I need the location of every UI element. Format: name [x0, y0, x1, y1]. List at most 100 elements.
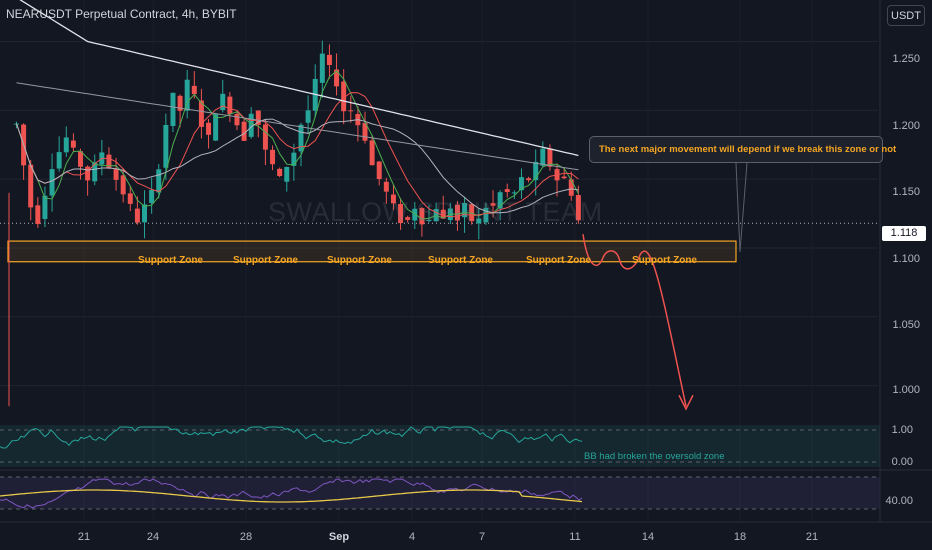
time-axis-label: 24 — [146, 531, 160, 543]
indicator1-line — [0, 426, 583, 449]
candle-body — [511, 192, 517, 194]
candle-body — [70, 140, 76, 148]
currency-unit-button[interactable]: USDT — [887, 5, 925, 26]
candle-body — [163, 124, 169, 168]
time-axis-label: 11 — [569, 531, 581, 543]
callout-pointer — [735, 162, 748, 253]
candle-body — [561, 176, 567, 179]
ma-line-medium — [16, 82, 579, 171]
candle-body — [177, 95, 183, 111]
indicator1-band — [0, 425, 880, 467]
price-axis-label: 1.100 — [892, 253, 920, 265]
candle-body — [63, 137, 69, 153]
candle-body — [234, 113, 240, 126]
candle-body — [106, 154, 112, 168]
time-axis-label: 21 — [805, 531, 819, 543]
support-zone-label: Support Zone — [526, 255, 591, 266]
indicator-level-label: 0.00 — [891, 456, 913, 468]
candle-body — [483, 207, 489, 223]
candle-body — [206, 122, 212, 135]
ma-line-mid — [16, 92, 579, 218]
candle-body — [120, 175, 126, 195]
candle-body — [476, 218, 482, 224]
candle-body — [490, 203, 496, 206]
candle-body — [92, 162, 98, 182]
candle-body — [127, 193, 133, 204]
projection-arrow-line — [582, 234, 687, 407]
candle-body — [291, 152, 297, 166]
price-axis-label: 1.050 — [892, 319, 920, 331]
candle-body — [298, 124, 304, 152]
candle-body — [412, 208, 418, 221]
time-axis-label: 18 — [733, 531, 747, 543]
candle-body — [348, 110, 354, 112]
candle-body — [533, 161, 539, 181]
candle-body — [277, 168, 283, 177]
candle-body — [255, 110, 261, 125]
candle-body — [405, 217, 411, 220]
support-zone-box — [7, 240, 737, 263]
analysis-callout: The next major movement will depend if w… — [589, 136, 896, 163]
candle-body — [383, 181, 389, 192]
candle-body — [220, 93, 226, 111]
candle-body — [213, 114, 219, 141]
candle-body — [426, 220, 432, 222]
candle-body — [341, 81, 347, 112]
indicator2-signal-line — [0, 489, 583, 503]
indicator2-line — [0, 478, 583, 509]
candle-body — [575, 195, 581, 221]
ma-line-slow — [16, 118, 579, 214]
candle-body — [497, 192, 503, 209]
candle-body — [241, 121, 247, 141]
candle-body — [469, 204, 475, 222]
support-zone-label: Support Zone — [138, 255, 203, 266]
candle-body — [134, 208, 140, 223]
candle-body — [42, 195, 48, 220]
time-axis-label: 21 — [77, 531, 91, 543]
candle-body — [28, 164, 34, 208]
candle-body — [568, 179, 574, 196]
candle-body — [504, 189, 510, 193]
price-axis-label: 1.250 — [892, 53, 920, 65]
time-axis-label: 14 — [641, 531, 655, 543]
candle-body — [85, 166, 91, 181]
ma-line-long — [19, 0, 579, 157]
candle-body — [462, 202, 468, 218]
chart-title: NEARUSDT Perpetual Contract, 4h, BYBIT — [6, 7, 237, 21]
price-axis-label: 1.200 — [892, 120, 920, 132]
candle-body — [35, 205, 41, 224]
candle-body — [56, 152, 62, 169]
candle-body — [262, 124, 268, 150]
candle-body — [334, 69, 340, 87]
price-axis-label: 1.150 — [892, 186, 920, 198]
candle-body — [362, 122, 368, 141]
candle-body — [398, 203, 404, 224]
candle-body — [142, 204, 148, 223]
price-axis-label: 1.000 — [892, 384, 920, 396]
time-axis-label: 28 — [239, 531, 253, 543]
candle-body — [454, 204, 460, 221]
candle-body — [149, 189, 155, 204]
watermark: SWALLOW SPRINT TEAM — [268, 197, 603, 227]
candle-body — [326, 54, 332, 66]
candle-body — [170, 92, 176, 127]
indicator-note: BB had broken the oversold zone — [584, 451, 725, 462]
indicator-level-label: 1.00 — [891, 424, 913, 436]
candle-body — [319, 53, 325, 83]
indicator-level-label: 40.00 — [885, 495, 913, 507]
candle-body — [369, 140, 375, 166]
candle-body — [419, 208, 425, 225]
current-price-tag: 1.118 — [882, 226, 926, 241]
support-zone-label: Support Zone — [233, 255, 298, 266]
time-axis-label: 4 — [408, 531, 416, 543]
candle-body — [526, 178, 532, 181]
candle-body — [284, 167, 290, 182]
candle-body — [248, 113, 254, 137]
candle-body — [156, 169, 162, 193]
candle-body — [518, 177, 524, 191]
indicator2-band — [0, 477, 880, 509]
candle-body — [270, 149, 276, 165]
candle-body — [191, 85, 197, 95]
candle-body — [113, 169, 119, 180]
